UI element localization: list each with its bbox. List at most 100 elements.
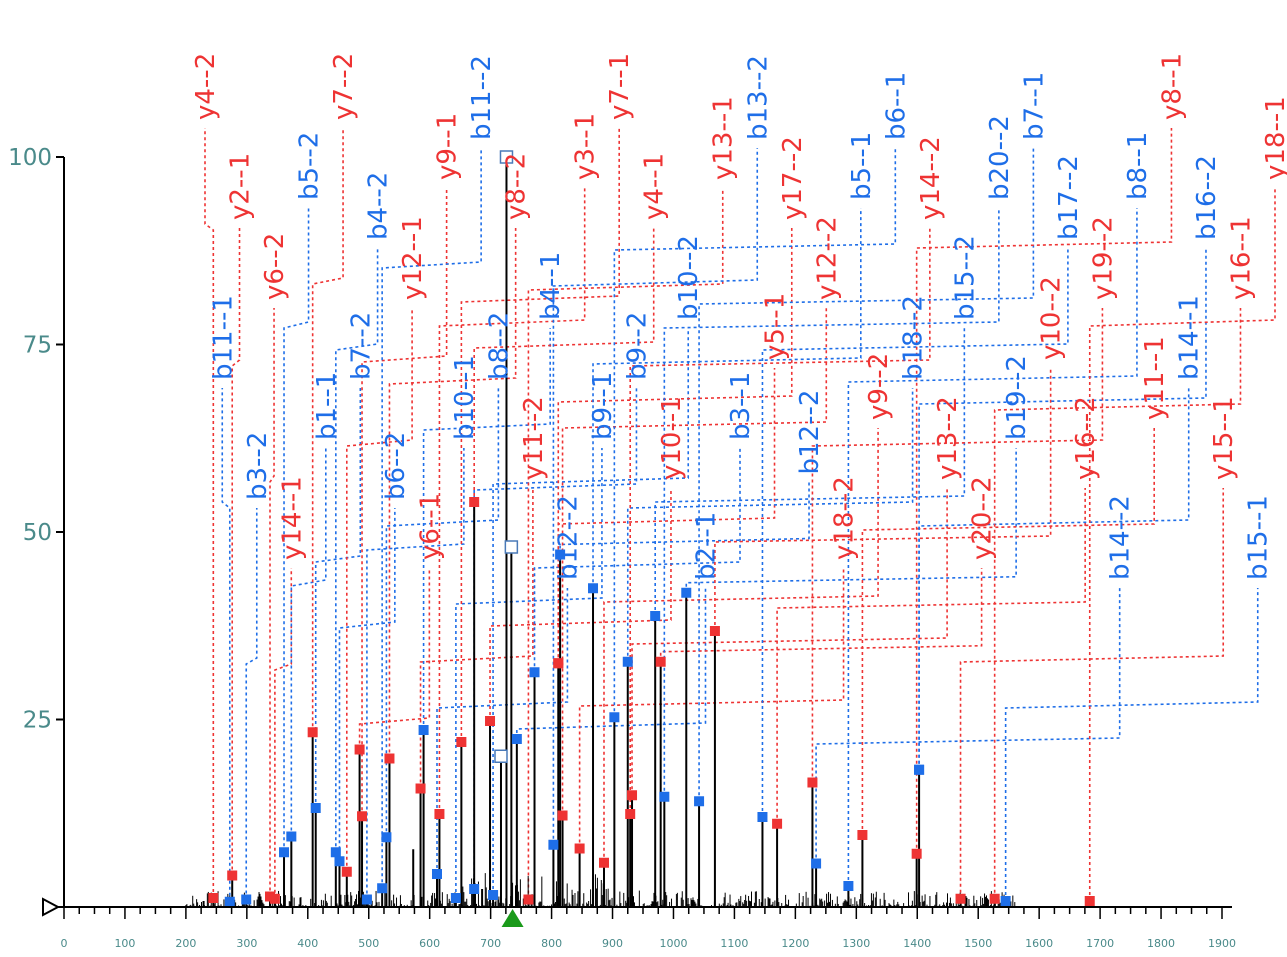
b-ion-marker[interactable] xyxy=(469,884,480,894)
b-ion-marker[interactable] xyxy=(659,791,670,802)
b-ion-marker[interactable] xyxy=(529,667,540,678)
b-ion-marker[interactable] xyxy=(361,894,372,905)
y-ion-marker[interactable] xyxy=(627,790,638,801)
y-ion-marker[interactable] xyxy=(434,809,445,819)
x-tick-label: 1100 xyxy=(720,937,748,950)
b-ion-marker[interactable] xyxy=(418,725,429,735)
unassigned-peak-marker[interactable] xyxy=(499,150,514,164)
b-ion-marker[interactable] xyxy=(381,832,392,843)
b-ion-marker[interactable] xyxy=(843,881,854,891)
y-ion-label: y15--1 xyxy=(1209,396,1239,480)
b-ion-marker[interactable] xyxy=(650,611,661,621)
y-ion-marker[interactable] xyxy=(485,716,496,726)
y-ion-marker[interactable] xyxy=(357,811,368,822)
spectrum-peaks xyxy=(202,157,1091,907)
ion-connector xyxy=(345,308,413,872)
y-ion-label: y13--1 xyxy=(709,96,739,180)
y-ion-marker[interactable] xyxy=(625,809,636,819)
ion-connector xyxy=(815,588,1121,864)
b-ion-marker[interactable] xyxy=(431,869,442,879)
y-ion-marker[interactable] xyxy=(574,843,585,854)
b-ion-label: b3--1 xyxy=(726,372,756,440)
b-ion-marker[interactable] xyxy=(588,583,599,594)
ion-connector xyxy=(993,308,1242,899)
y-ion-label: y9--2 xyxy=(864,353,894,420)
b-ion-marker[interactable] xyxy=(811,858,822,869)
x-tick-label: 1000 xyxy=(659,937,687,950)
y-tick-label: 75 xyxy=(23,333,52,359)
y-ion-marker[interactable] xyxy=(955,893,966,904)
ion-labels: y4--2 b11--1 y2--1 b3--2 y6--2 y14--1 b5--2 b1-… xyxy=(191,53,1287,580)
y-ion-marker[interactable] xyxy=(341,866,352,877)
y-tick-label: 100 xyxy=(8,145,52,171)
b-ion-marker[interactable] xyxy=(757,812,768,822)
zoom-handle-icon[interactable] xyxy=(42,897,61,917)
y-ion-marker[interactable] xyxy=(857,830,868,840)
ion-connector xyxy=(311,128,344,733)
b-ion-marker[interactable] xyxy=(334,856,345,867)
x-tick-label: 1400 xyxy=(903,937,931,950)
precursor-marker[interactable] xyxy=(501,909,524,927)
y-ion-marker[interactable] xyxy=(807,777,818,788)
noise-peaks xyxy=(185,871,1016,907)
b-ion-marker[interactable] xyxy=(914,764,925,775)
y-ion-marker[interactable] xyxy=(1084,896,1095,906)
ion-connector xyxy=(438,188,586,814)
ion-connector xyxy=(1004,588,1259,901)
y-ion-marker[interactable] xyxy=(598,857,609,868)
y-ion-label: y20--2 xyxy=(968,476,998,560)
y-ion-marker[interactable] xyxy=(911,848,922,859)
y-ion-marker[interactable] xyxy=(227,870,238,881)
y-ion-marker[interactable] xyxy=(553,658,564,669)
b-ion-marker[interactable] xyxy=(511,734,522,744)
y-ion-marker[interactable] xyxy=(208,893,219,903)
ion-connector xyxy=(269,308,275,897)
axes xyxy=(42,157,1232,917)
ion-connector xyxy=(492,328,690,895)
ion-connector xyxy=(455,448,603,898)
b-ion-label: b7--2 xyxy=(346,312,376,380)
unassigned-peak-marker[interactable] xyxy=(504,540,519,554)
b-ion-marker[interactable] xyxy=(330,847,341,858)
y-ion-marker[interactable] xyxy=(772,818,783,829)
y-ion-marker[interactable] xyxy=(709,626,720,636)
x-tick-label: 1900 xyxy=(1208,937,1236,950)
b-ion-marker[interactable] xyxy=(241,894,252,905)
ion-connector xyxy=(698,148,1035,802)
x-tick-label: 1800 xyxy=(1147,937,1175,950)
y-ion-marker[interactable] xyxy=(523,894,534,905)
b-ion-marker[interactable] xyxy=(694,796,705,807)
y-ion-marker[interactable] xyxy=(469,497,480,507)
b-ion-marker[interactable] xyxy=(488,890,499,900)
ion-connector xyxy=(283,208,310,853)
y-ion-label: y18--1 xyxy=(1261,96,1287,180)
y-ion-marker[interactable] xyxy=(557,810,568,821)
y-ion-marker[interactable] xyxy=(655,656,666,667)
b-ion-marker[interactable] xyxy=(377,883,388,894)
b-ion-marker[interactable] xyxy=(548,839,559,850)
ion-connector xyxy=(685,448,1017,593)
b-ion-marker[interactable] xyxy=(609,712,620,723)
b-ion-marker[interactable] xyxy=(450,893,461,903)
b-ion-label: b5--2 xyxy=(295,132,325,200)
b-ion-marker[interactable] xyxy=(622,656,633,667)
b-ion-marker[interactable] xyxy=(681,587,692,598)
y-ion-marker[interactable] xyxy=(354,744,365,755)
b-ion-marker[interactable] xyxy=(279,847,290,858)
y-ion-marker[interactable] xyxy=(456,737,467,747)
x-tick-label: 700 xyxy=(480,937,501,950)
b-ion-label: b5--1 xyxy=(847,132,877,200)
unassigned-peak-marker[interactable] xyxy=(494,749,508,763)
b-ion-marker[interactable] xyxy=(286,831,297,842)
b-ion-label: b11--2 xyxy=(467,55,497,140)
y-ion-marker[interactable] xyxy=(415,783,426,794)
y-ion-marker[interactable] xyxy=(307,727,318,738)
b-ion-marker[interactable] xyxy=(555,549,566,560)
y-ion-marker[interactable] xyxy=(384,753,395,764)
y-ion-marker[interactable] xyxy=(989,893,1000,904)
b-ion-marker[interactable] xyxy=(310,803,321,813)
y-ion-marker[interactable] xyxy=(269,893,280,904)
b-ion-marker[interactable] xyxy=(1000,896,1011,906)
b-ion-marker[interactable] xyxy=(224,896,235,907)
